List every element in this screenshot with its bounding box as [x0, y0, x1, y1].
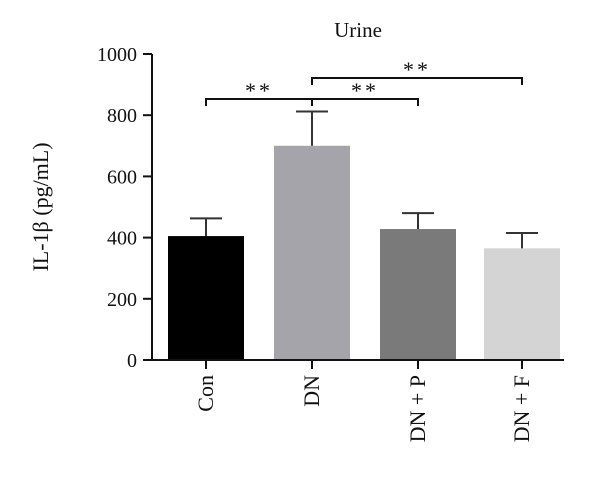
bar-1	[274, 145, 350, 360]
y-tick-label: 600	[107, 166, 137, 188]
significance-label: **	[403, 57, 431, 82]
significance-group: ** ** **	[205, 57, 523, 106]
bar-2	[380, 229, 456, 360]
significance-label: **	[351, 78, 379, 103]
y-tick-label: 1000	[97, 44, 137, 66]
x-tick-label: DN + P	[405, 375, 430, 442]
y-tick-label: 400	[107, 228, 137, 250]
error-bars-group	[190, 110, 538, 249]
y-tick-label: 800	[107, 105, 137, 127]
bar-3	[484, 248, 560, 360]
tick-labels-group: 0 200 400 600 800 1000 Con DN DN + P DN + F	[97, 44, 534, 442]
y-tick-label: 200	[107, 289, 137, 311]
y-axis-label: IL-1β (pg/mL)	[28, 142, 53, 271]
significance-label: **	[245, 78, 273, 103]
chart-title: Urine	[334, 18, 382, 42]
x-tick-label: Con	[193, 375, 218, 412]
x-tick-label: DN	[299, 375, 324, 407]
significance-bracket-2	[311, 77, 523, 85]
x-tick-label: DN + F	[509, 375, 534, 442]
y-tick-label: 0	[127, 350, 137, 372]
bar-0	[168, 236, 244, 360]
axes-group	[143, 53, 564, 369]
significance-bracket-1	[311, 98, 419, 106]
bars-group	[168, 145, 560, 360]
